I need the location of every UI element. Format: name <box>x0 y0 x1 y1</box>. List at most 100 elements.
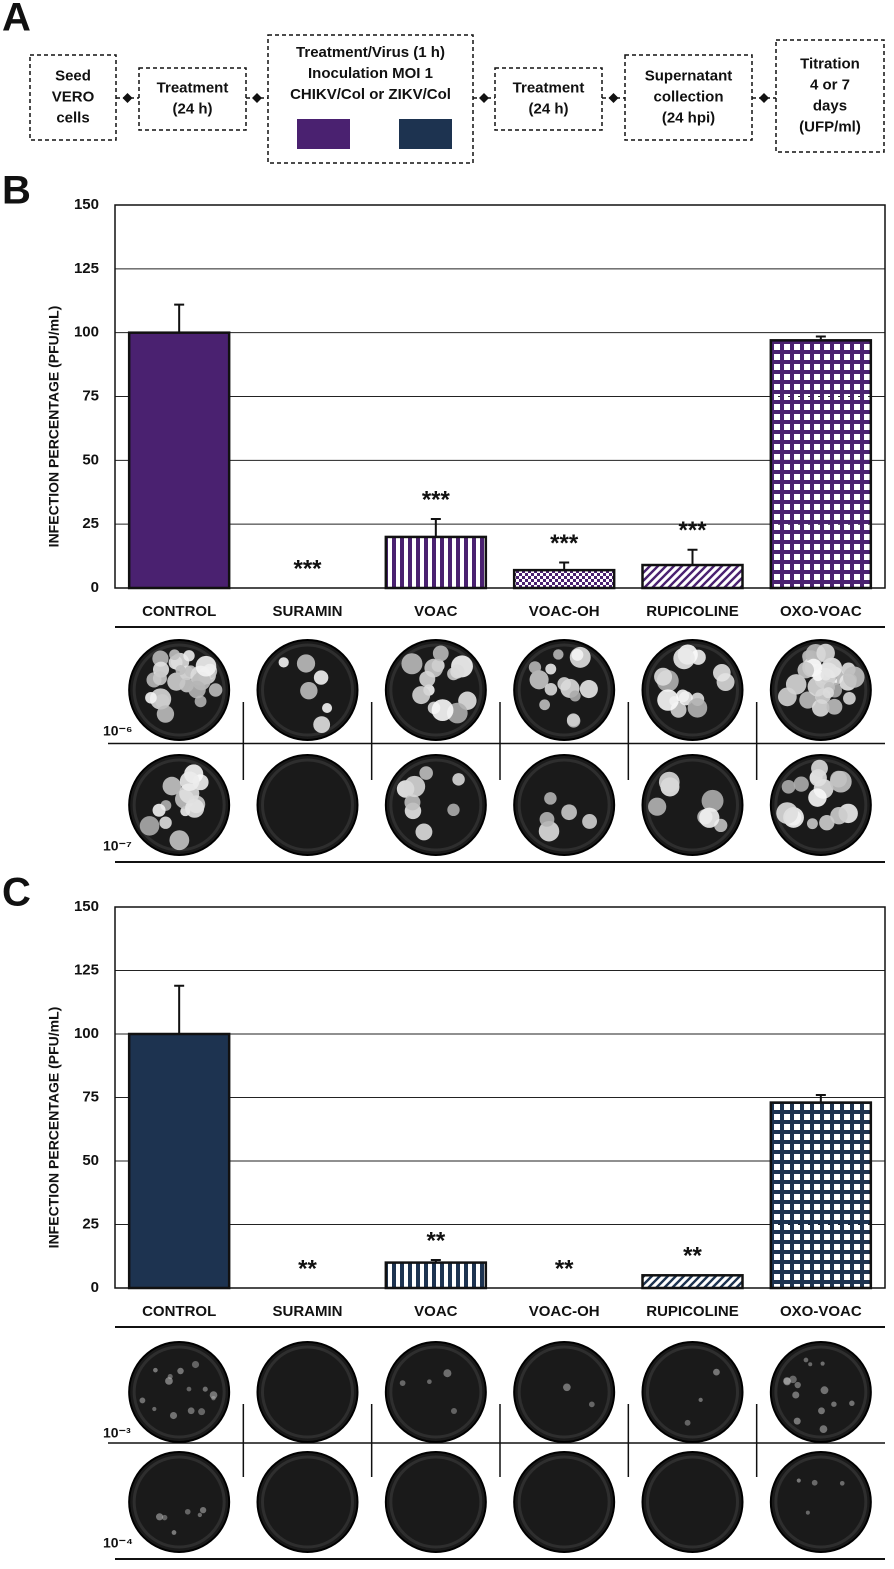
plate-rim <box>774 1345 868 1439</box>
flow-text: (UFP/ml) <box>799 118 861 135</box>
plaque <box>678 691 693 706</box>
virus-swatch <box>297 119 350 149</box>
error-bar <box>815 1093 826 1103</box>
plaque <box>819 815 835 831</box>
plaque <box>829 770 852 793</box>
plaque <box>159 816 172 829</box>
plaque <box>539 699 550 711</box>
plate <box>128 1341 231 1443</box>
bar <box>127 1032 231 1290</box>
plaque <box>539 811 555 827</box>
plaque <box>450 664 465 679</box>
significance-label: ** <box>555 1255 574 1282</box>
plaque <box>202 1386 208 1392</box>
plaque <box>403 775 426 798</box>
plaque <box>161 1514 168 1521</box>
dilution-label: 10⁻³ <box>103 1425 131 1441</box>
plaque <box>799 691 817 709</box>
plaque <box>191 1360 200 1369</box>
plaque <box>843 666 865 688</box>
y-tick-label: 75 <box>82 1088 99 1105</box>
plate-rim <box>517 643 611 737</box>
plate-rim <box>389 1455 483 1549</box>
plaque <box>820 1361 825 1366</box>
plaque <box>198 1408 206 1416</box>
virus-swatch <box>399 119 452 149</box>
plaque <box>658 771 680 793</box>
flow-text: collection <box>653 88 723 105</box>
plaque <box>152 803 166 817</box>
plaque <box>187 1407 195 1415</box>
plaque <box>783 1377 791 1386</box>
plaque <box>777 687 797 707</box>
bar <box>769 339 873 590</box>
plaque <box>183 650 195 662</box>
plaque <box>793 1417 801 1425</box>
flow-text: Supernatant <box>645 67 733 84</box>
plaque <box>162 776 182 796</box>
plate <box>384 754 487 856</box>
flow-text: Treatment <box>513 79 585 96</box>
plaque <box>450 1407 458 1415</box>
plaque <box>699 807 720 828</box>
plaque <box>687 698 708 718</box>
plaque <box>199 1507 207 1514</box>
bar <box>384 535 488 590</box>
significance-label: *** <box>678 517 707 544</box>
y-tick-label: 0 <box>91 1279 99 1296</box>
panel-label: A <box>2 0 31 40</box>
bar <box>641 563 744 590</box>
plaque <box>826 698 843 715</box>
plaque <box>185 798 205 818</box>
plaque <box>794 1381 801 1389</box>
error-bar <box>559 561 570 571</box>
plaque <box>165 1377 173 1385</box>
plaque <box>793 776 809 792</box>
flow-text: cells <box>56 109 89 126</box>
plaque <box>849 1400 855 1406</box>
flow-text: Treatment/Virus (1 h) <box>296 44 445 61</box>
plaque <box>819 1425 828 1434</box>
error-bar <box>687 548 698 566</box>
plaque <box>528 661 542 674</box>
flow-box <box>775 39 885 153</box>
plaque <box>152 1406 157 1412</box>
plaque <box>155 1513 164 1521</box>
plate <box>641 1341 744 1443</box>
connector-node <box>479 93 489 103</box>
x-tick-label: VOAC <box>414 1303 458 1320</box>
plaque <box>186 1386 192 1392</box>
plate <box>384 1451 487 1553</box>
significance-label: ** <box>298 1255 317 1282</box>
significance-label: *** <box>550 530 579 557</box>
plaque <box>657 689 679 711</box>
plate <box>769 1341 872 1443</box>
plate <box>513 754 616 856</box>
connector-node <box>608 93 619 103</box>
plaque <box>582 814 597 829</box>
panel-label: C <box>2 871 31 915</box>
plate-rim <box>517 1345 611 1439</box>
plaque <box>139 1397 146 1404</box>
plate <box>513 1341 616 1443</box>
flow-text: VERO <box>52 88 95 105</box>
y-tick-label: 0 <box>91 579 99 596</box>
plate <box>641 639 744 741</box>
plaque <box>432 645 449 662</box>
plaque <box>194 695 207 708</box>
bar <box>127 331 231 590</box>
plate-rim <box>646 643 739 737</box>
plaque <box>792 1391 800 1399</box>
plaque <box>313 670 329 685</box>
plaque <box>831 1401 837 1407</box>
plaque <box>822 687 834 699</box>
plate-rim <box>774 1455 868 1549</box>
x-tick-label: OXO-VOAC <box>780 1303 862 1320</box>
error-bar <box>174 303 185 333</box>
plaque <box>839 1480 845 1486</box>
x-tick-label: OXO-VOAC <box>780 603 862 620</box>
y-axis-label: INFECTION PERCENTAGE (PFU/mL) <box>46 306 62 548</box>
plaque <box>313 716 331 734</box>
plaque <box>698 1397 703 1403</box>
plaque <box>569 690 581 702</box>
